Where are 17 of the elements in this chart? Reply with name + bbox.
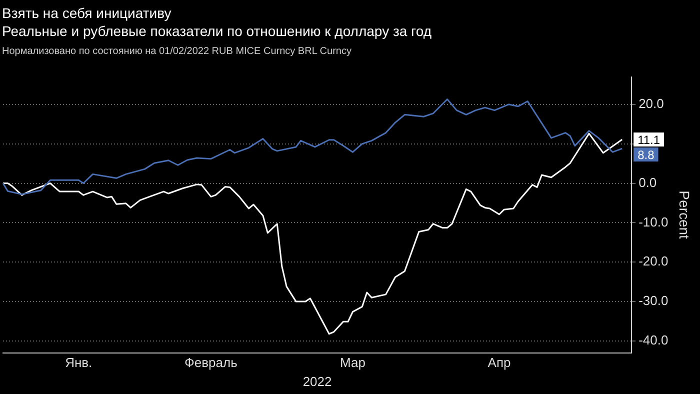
text: Нормализовано по состоянию на 01/02/2022 RUB MICE Curncy BRL Curncy <box>2 46 352 57</box>
y-tick-label: -40.0 <box>638 332 668 348</box>
x-tick-label: Февраль <box>184 355 238 370</box>
x-axis-title: 2022 <box>302 374 332 389</box>
data-label: 8.8 <box>638 148 655 162</box>
y-tick-label: -20.0 <box>638 254 668 269</box>
y-tick-label: -30.0 <box>638 293 668 308</box>
y-tick-label: 0.0 <box>638 174 657 190</box>
y-tick-label: -10.0 <box>638 214 668 230</box>
data-label: 11.1 <box>638 132 660 147</box>
chart-subtitle: Реальные и рублевые показатели по отношению к доллару за год <box>2 22 432 40</box>
x-tick-label: Янв. <box>65 355 92 370</box>
x-tick-label: Апр <box>488 355 511 370</box>
y-tick-label: 20.0 <box>638 96 664 111</box>
y-axis-title: Percent <box>676 190 693 240</box>
chart-title: Взять на себя инициативу <box>2 4 172 22</box>
x-tick-label: Мар <box>340 355 366 370</box>
